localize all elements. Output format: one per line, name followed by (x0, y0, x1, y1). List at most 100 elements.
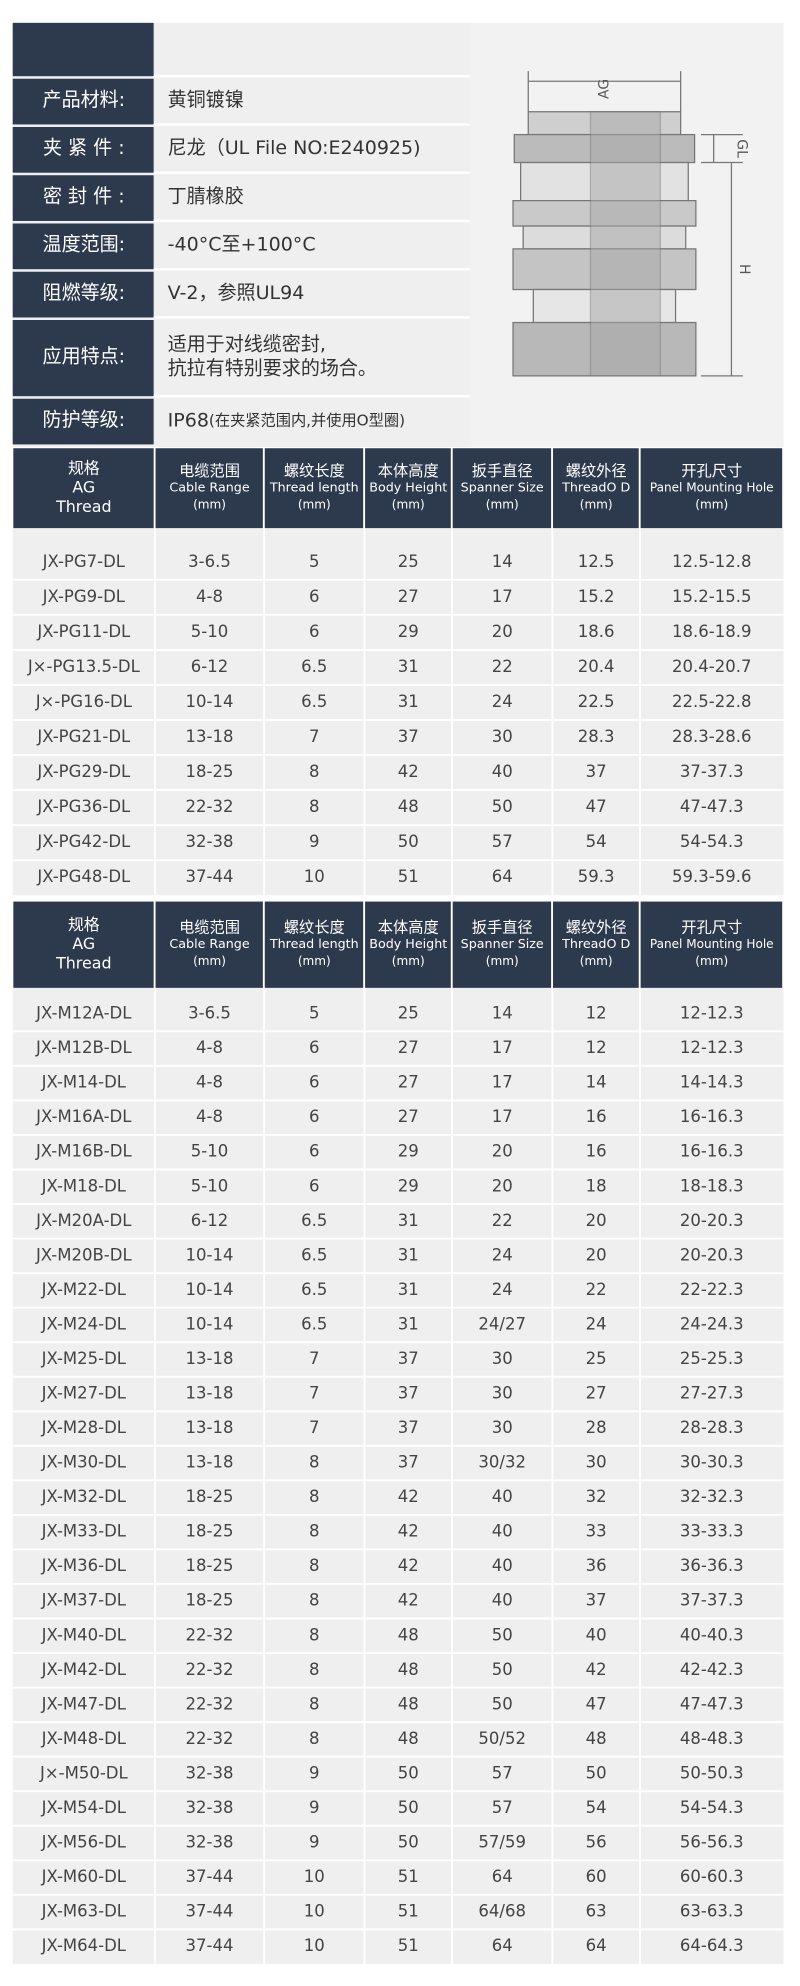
cell: 33 (586, 1522, 607, 1541)
cell: JX-M64-DL (41, 1936, 127, 1955)
header-cell (264, 448, 364, 529)
cell: 6.5 (301, 1211, 327, 1230)
cell: 50 (492, 1625, 513, 1644)
cell: 8 (309, 1487, 320, 1506)
cell: 10-14 (186, 1314, 234, 1333)
cell: 37 (398, 727, 419, 746)
spec-value: 丁腈橡胶 (168, 185, 244, 207)
header-cell (365, 901, 451, 988)
header-cell (452, 901, 552, 988)
cell: 15.2 (578, 587, 615, 606)
diagram (512, 71, 743, 377)
cell: 6 (309, 587, 320, 606)
cell: 57 (492, 832, 513, 851)
cell: 22.5-22.8 (672, 692, 751, 711)
header-text: (mm) (298, 954, 331, 968)
cell: JX-PG7-DL (42, 552, 126, 571)
cell: 57/59 (478, 1833, 526, 1852)
spec-value: -40°C至+100°C (168, 234, 316, 256)
header-text: ThreadO D (561, 480, 630, 495)
cell: 36-36.3 (680, 1556, 744, 1575)
cell: 22 (492, 1211, 513, 1230)
cell: 10-14 (186, 1280, 234, 1299)
cell: 54 (586, 832, 607, 851)
spec-value: IP68(在夹紧范围内,并使用O型圈) (168, 409, 405, 431)
spec-value: 抗拉有特别要求的场合。 (168, 357, 377, 379)
cell: 48 (398, 1729, 419, 1748)
cell: JX-M20A-DL (35, 1211, 132, 1230)
cell: JX-M60-DL (41, 1867, 127, 1886)
cell: 48 (586, 1729, 607, 1748)
cell: 8 (309, 1729, 320, 1748)
header-text: 电缆范围 (179, 919, 240, 937)
cell: 64 (492, 1936, 513, 1955)
dimension-label: AG (596, 79, 612, 99)
spec-label-cell (12, 78, 154, 125)
cell: 12.5 (578, 552, 615, 571)
cell: 37 (586, 1591, 607, 1610)
header-text: (mm) (695, 497, 728, 511)
cell: 5-10 (191, 1176, 228, 1195)
header-cell (155, 448, 263, 529)
cell: 9 (309, 832, 320, 851)
cell: 51 (398, 867, 419, 886)
cell: 30-30.3 (680, 1453, 744, 1472)
cell: 42-42.3 (680, 1660, 744, 1679)
cell: 14-14.3 (680, 1073, 744, 1092)
cell: 20 (492, 1176, 513, 1195)
cell: 12 (586, 1004, 607, 1023)
cell: 10-14 (186, 1245, 234, 1264)
cell: 37-44 (186, 1902, 234, 1921)
cell: 37-44 (186, 1936, 234, 1955)
cell: 56 (586, 1833, 607, 1852)
header-text: (mm) (486, 497, 519, 511)
cell: 30 (492, 727, 513, 746)
cell: 40 (492, 1556, 513, 1575)
cell: JX-PG29-DL (36, 762, 131, 781)
cell: 54-54.3 (680, 1798, 744, 1817)
spec-value: 适用于对线缆密封, (168, 333, 326, 355)
header-text: (mm) (392, 954, 425, 968)
header-text: Spanner Size (461, 480, 544, 495)
header-cell (264, 901, 364, 988)
header-text: AG (72, 478, 95, 497)
cell: 18-25 (186, 1591, 234, 1610)
header-text: 扳手直径 (472, 919, 533, 937)
cell: 8 (309, 1591, 320, 1610)
cell: 37 (398, 1384, 419, 1403)
cell: JX-PG21-DL (36, 727, 131, 746)
header-text: 螺纹外径 (566, 919, 627, 937)
cell: 8 (309, 762, 320, 781)
cell: 32 (586, 1487, 607, 1506)
cell: 6 (309, 1107, 320, 1126)
cell: J×-M50-DL (39, 1763, 129, 1782)
header-text: 规格 (68, 459, 100, 478)
header-text: (mm) (298, 497, 331, 511)
spec-label-cell (12, 223, 154, 270)
cell: JX-M47-DL (41, 1694, 127, 1713)
cell: 18.6-18.9 (672, 622, 751, 641)
cell: 37-44 (186, 1867, 234, 1886)
cell: 14 (492, 1004, 513, 1023)
cell: 17 (492, 587, 513, 606)
cell: 18-25 (186, 1522, 234, 1541)
cell: 54 (586, 1798, 607, 1817)
cell: 42 (398, 1591, 419, 1610)
cell: JX-M32-DL (41, 1487, 127, 1506)
cell: 20 (586, 1211, 607, 1230)
cell: 50 (492, 1694, 513, 1713)
cell: 28 (586, 1418, 607, 1437)
header-text: (mm) (486, 954, 519, 968)
header-cell (13, 901, 154, 988)
spec-label: 温度范围: (43, 234, 126, 256)
cell: JX-M33-DL (41, 1522, 127, 1541)
cell: 64 (492, 1867, 513, 1886)
cell: 16 (586, 1107, 607, 1126)
cell: 31 (398, 692, 419, 711)
cell: JX-PG36-DL (36, 797, 131, 816)
cell: 50 (586, 1763, 607, 1782)
cell: JX-M30-DL (41, 1453, 127, 1472)
cell: 30 (586, 1453, 607, 1472)
spec-label-cell (12, 175, 154, 221)
